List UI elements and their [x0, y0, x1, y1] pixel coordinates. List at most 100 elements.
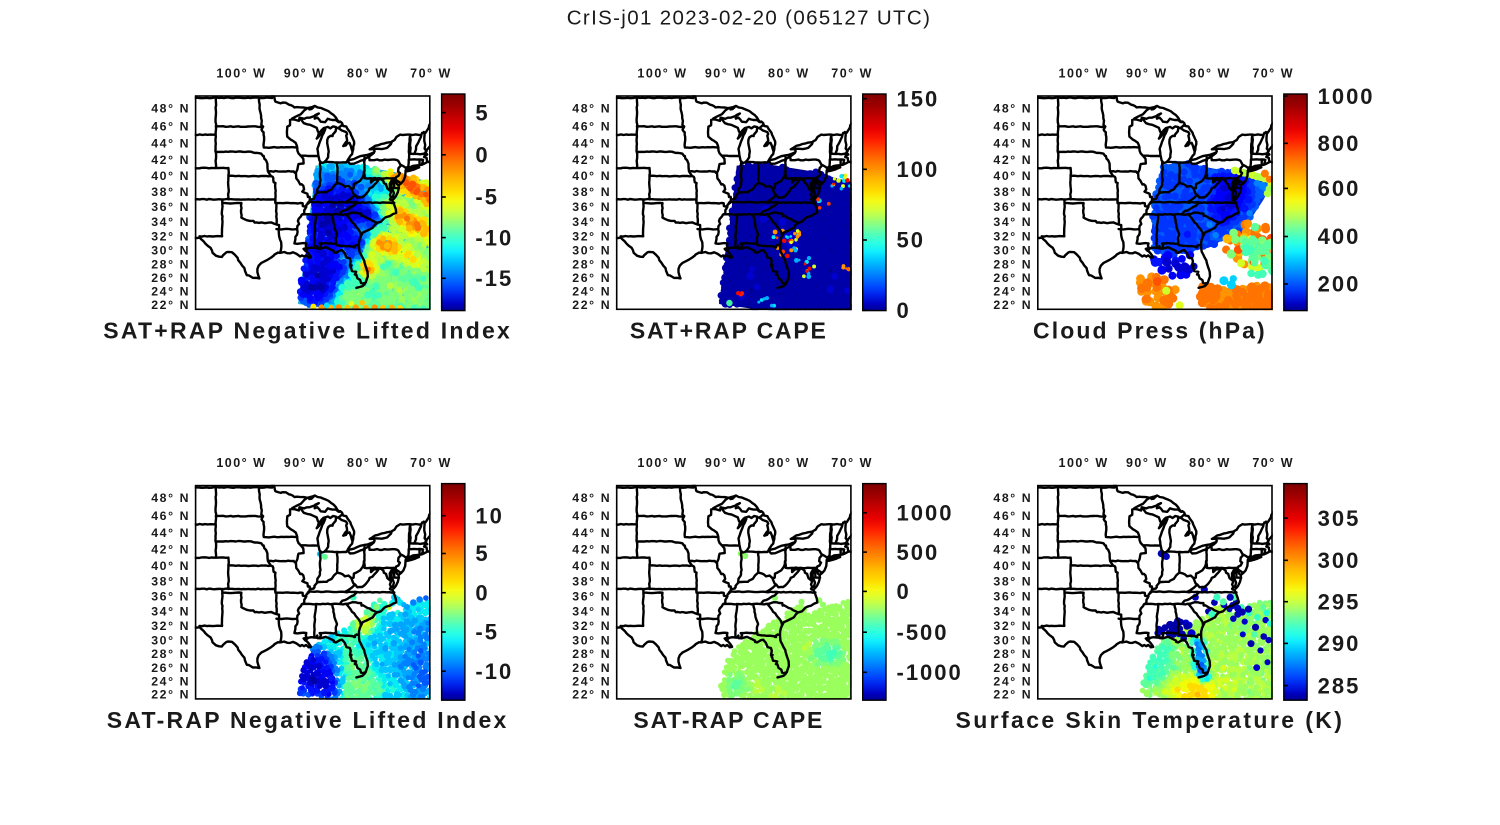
svg-text:40° N: 40° N [151, 169, 190, 183]
svg-text:48° N: 48° N [151, 101, 190, 115]
svg-text:70° W: 70° W [831, 456, 873, 470]
svg-text:26° N: 26° N [993, 661, 1032, 675]
svg-text:10: 10 [475, 503, 503, 528]
svg-text:70° W: 70° W [831, 66, 873, 80]
svg-text:400: 400 [1318, 224, 1361, 249]
svg-text:28° N: 28° N [572, 647, 611, 661]
svg-text:-10: -10 [475, 659, 513, 684]
svg-text:90° W: 90° W [284, 66, 326, 80]
svg-text:36° N: 36° N [993, 200, 1032, 214]
svg-text:42° N: 42° N [151, 543, 190, 557]
svg-text:46° N: 46° N [572, 119, 611, 133]
svg-text:32° N: 32° N [572, 230, 611, 244]
svg-text:42° N: 42° N [993, 153, 1032, 167]
svg-text:600: 600 [1318, 176, 1361, 201]
svg-text:34° N: 34° N [572, 215, 611, 229]
svg-text:26° N: 26° N [151, 271, 190, 285]
svg-text:CrIS-j01 2023-02-20 (065127 UT: CrIS-j01 2023-02-20 (065127 UTC) [567, 7, 932, 30]
svg-text:100° W: 100° W [216, 66, 266, 80]
svg-text:32° N: 32° N [151, 230, 190, 244]
svg-text:48° N: 48° N [151, 491, 190, 505]
svg-text:SAT-RAP CAPE: SAT-RAP CAPE [633, 707, 824, 733]
svg-text:0: 0 [475, 143, 489, 168]
svg-text:285: 285 [1318, 673, 1361, 698]
svg-text:SAT+RAP CAPE: SAT+RAP CAPE [630, 317, 828, 343]
svg-text:SAT-RAP Negative Lifted Index: SAT-RAP Negative Lifted Index [107, 707, 509, 733]
svg-text:90° W: 90° W [705, 456, 747, 470]
svg-text:46° N: 46° N [993, 509, 1032, 523]
svg-text:26° N: 26° N [993, 271, 1032, 285]
svg-text:70° W: 70° W [1252, 456, 1294, 470]
svg-text:-5: -5 [475, 620, 499, 645]
svg-text:28° N: 28° N [572, 258, 611, 272]
svg-text:800: 800 [1318, 131, 1361, 156]
svg-text:5: 5 [475, 100, 489, 125]
svg-text:24° N: 24° N [151, 674, 190, 688]
svg-text:28° N: 28° N [151, 258, 190, 272]
svg-text:38° N: 38° N [151, 185, 190, 199]
svg-text:100° W: 100° W [1059, 456, 1109, 470]
svg-text:40° N: 40° N [993, 169, 1032, 183]
svg-text:24° N: 24° N [993, 674, 1032, 688]
svg-text:32° N: 32° N [993, 230, 1032, 244]
svg-text:44° N: 44° N [993, 137, 1032, 151]
svg-text:90° W: 90° W [284, 456, 326, 470]
svg-text:26° N: 26° N [572, 661, 611, 675]
svg-text:34° N: 34° N [993, 215, 1032, 229]
svg-text:5: 5 [475, 541, 489, 566]
svg-text:1000: 1000 [1318, 84, 1375, 109]
svg-text:100° W: 100° W [1059, 66, 1109, 80]
svg-text:24° N: 24° N [572, 285, 611, 299]
svg-text:48° N: 48° N [572, 491, 611, 505]
svg-text:0: 0 [897, 298, 911, 323]
svg-text:28° N: 28° N [993, 258, 1032, 272]
svg-text:70° W: 70° W [1252, 66, 1294, 80]
svg-text:34° N: 34° N [151, 215, 190, 229]
svg-text:30° N: 30° N [151, 633, 190, 647]
svg-text:38° N: 38° N [993, 185, 1032, 199]
svg-text:38° N: 38° N [572, 575, 611, 589]
svg-text:46° N: 46° N [572, 509, 611, 523]
svg-text:200: 200 [1318, 272, 1361, 297]
svg-text:30° N: 30° N [572, 633, 611, 647]
svg-text:295: 295 [1318, 589, 1361, 614]
svg-text:90° W: 90° W [1126, 66, 1168, 80]
svg-text:48° N: 48° N [572, 101, 611, 115]
svg-text:290: 290 [1318, 631, 1361, 656]
svg-text:26° N: 26° N [151, 661, 190, 675]
svg-text:22° N: 22° N [572, 298, 611, 312]
svg-text:36° N: 36° N [572, 200, 611, 214]
svg-text:44° N: 44° N [151, 526, 190, 540]
svg-text:90° W: 90° W [1126, 456, 1168, 470]
svg-text:38° N: 38° N [151, 575, 190, 589]
svg-text:38° N: 38° N [572, 185, 611, 199]
svg-text:32° N: 32° N [993, 619, 1032, 633]
svg-text:42° N: 42° N [572, 153, 611, 167]
svg-text:24° N: 24° N [993, 285, 1032, 299]
svg-text:36° N: 36° N [993, 590, 1032, 604]
svg-text:-5: -5 [475, 185, 499, 210]
svg-text:40° N: 40° N [572, 559, 611, 573]
svg-text:22° N: 22° N [572, 688, 611, 702]
svg-text:-10: -10 [475, 225, 513, 250]
svg-text:150: 150 [897, 86, 940, 111]
svg-text:40° N: 40° N [572, 169, 611, 183]
svg-text:0: 0 [475, 580, 489, 605]
svg-text:24° N: 24° N [572, 674, 611, 688]
svg-text:-15: -15 [475, 266, 513, 291]
svg-text:22° N: 22° N [151, 688, 190, 702]
svg-text:300: 300 [1318, 548, 1361, 573]
svg-text:44° N: 44° N [151, 137, 190, 151]
svg-text:26° N: 26° N [572, 271, 611, 285]
svg-text:22° N: 22° N [151, 298, 190, 312]
svg-text:44° N: 44° N [993, 526, 1032, 540]
svg-text:SAT+RAP Negative Lifted Index: SAT+RAP Negative Lifted Index [103, 317, 512, 343]
svg-text:100° W: 100° W [216, 456, 266, 470]
svg-text:80° W: 80° W [1189, 66, 1231, 80]
svg-text:28° N: 28° N [993, 647, 1032, 661]
svg-text:24° N: 24° N [151, 285, 190, 299]
svg-text:30° N: 30° N [572, 244, 611, 258]
svg-text:Cloud Press (hPa): Cloud Press (hPa) [1033, 317, 1267, 343]
svg-text:100° W: 100° W [637, 66, 687, 80]
svg-text:80° W: 80° W [768, 456, 810, 470]
